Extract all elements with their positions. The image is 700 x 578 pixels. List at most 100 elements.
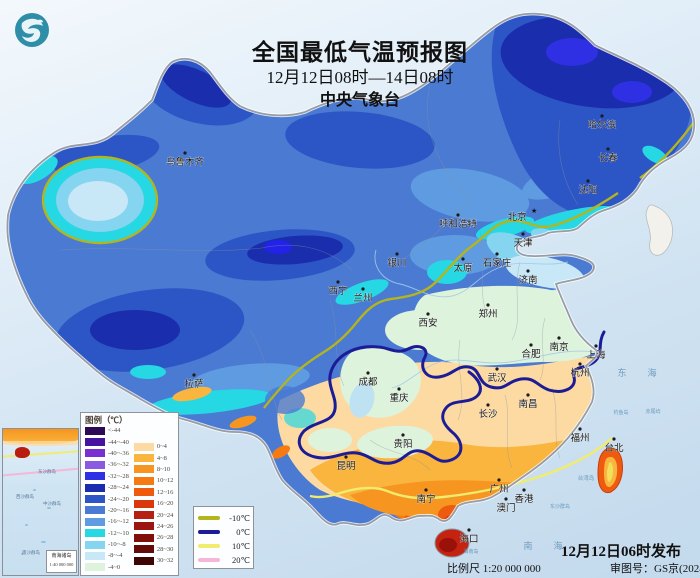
- city-dot: [504, 497, 508, 501]
- legend-title: 图例（℃）: [85, 415, 128, 425]
- city-label: 沈阳: [578, 184, 597, 196]
- city-marker: 石家庄: [483, 252, 512, 269]
- legend-swatch: [133, 511, 154, 520]
- inset-island-label: 中沙群岛: [43, 501, 61, 506]
- city-label: 长春: [598, 152, 618, 164]
- map-title: 全国最低气温预报图: [252, 40, 468, 65]
- city-label: 海口: [459, 533, 478, 545]
- city-label: 乌鲁木齐: [166, 156, 205, 168]
- legend-range-label: 12~16: [156, 488, 174, 496]
- legend-range-label: -28~-24: [108, 484, 129, 492]
- city-dot: [578, 427, 582, 431]
- legend-row: 0~4: [133, 441, 174, 452]
- city-dot: [424, 488, 428, 492]
- legend-range-label: 26~28: [156, 534, 174, 542]
- city-dot: [497, 478, 501, 482]
- legend-swatch: [85, 438, 105, 447]
- legend-range-label: -16~-12: [108, 518, 129, 526]
- legend-swatch: [133, 488, 154, 497]
- city-marker: 沈阳: [578, 179, 598, 196]
- city-dot: [344, 455, 348, 459]
- province-borders: [59, 84, 579, 471]
- legend-range-label: 4~8: [156, 454, 167, 462]
- legend-row: -40~-36: [85, 448, 129, 459]
- legend-row: -10~-8: [85, 539, 129, 550]
- sea-label: 赤尾屿: [645, 408, 660, 415]
- issuing-agency: 中央气象台: [319, 92, 400, 109]
- legend-swatch: [85, 551, 105, 560]
- map-scale: 比例尺 1:20 000 000: [447, 563, 541, 575]
- city-dot: [594, 344, 598, 348]
- city-label: 郑州: [478, 308, 497, 320]
- city-marker: 西安: [418, 312, 438, 329]
- legend-range-label: -10~-8: [108, 541, 126, 549]
- legend-range-label: 20~24: [156, 511, 174, 519]
- city-marker: 呼和浩特: [439, 213, 478, 230]
- inset-coast-band2: [3, 441, 78, 446]
- city-marker: 济南: [518, 269, 538, 286]
- legend-swatch: [85, 517, 105, 526]
- legend-range-label: -36~-32: [108, 461, 129, 469]
- city-label: 香港: [514, 493, 534, 505]
- city-dot: [395, 252, 399, 256]
- isotherm-zero: [297, 330, 606, 465]
- city-label: 南宁: [416, 493, 435, 505]
- isoline-legend-row: 0℃: [198, 525, 250, 539]
- legend-swatch: [133, 545, 154, 554]
- legend-swatch: [133, 442, 154, 451]
- legend-range-label: -32~-28: [108, 472, 129, 480]
- legend-range-label: -12~-10: [108, 529, 129, 537]
- inset-caption-scale: 1:40 000 000: [49, 562, 74, 567]
- city-label: 昆明: [336, 461, 355, 472]
- city-dot: [526, 269, 530, 273]
- city-marker: 哈尔滨: [588, 114, 617, 131]
- temperature-legend: 图例（℃） <-44 -44~-40 -40~-36 -36~-32 -32~-28 -2…: [80, 412, 179, 576]
- city-label: 太原: [453, 262, 472, 274]
- legend-range-label: -8~-4: [108, 552, 123, 560]
- isotherm-plus10: [309, 437, 613, 500]
- city-marker: 重庆: [389, 387, 409, 404]
- legend-row: -36~-32: [85, 459, 129, 470]
- legend-swatch: [85, 563, 105, 572]
- city-dot: [521, 232, 525, 236]
- inset-island-label: 东沙群岛: [38, 469, 56, 474]
- city-marker: 西宁: [328, 280, 348, 297]
- legend-swatch: [133, 556, 154, 565]
- city-dot: [456, 213, 460, 217]
- taiwan-island: [597, 447, 623, 494]
- city-marker: 合肥: [521, 343, 541, 360]
- inset-island-label: 南沙群岛: [22, 550, 40, 555]
- isoline-legend-row: 10℃: [198, 539, 250, 553]
- legend-swatch: [85, 483, 105, 492]
- legend-cold-column: <-44 -44~-40 -40~-36 -36~-32 -32~-28 -28~-24 -…: [85, 425, 129, 573]
- sea-label: 海南岛: [463, 548, 478, 555]
- city-dot: [183, 151, 187, 155]
- city-label: 呼和浩特: [439, 218, 478, 230]
- city-dot: [192, 373, 196, 377]
- city-dot: [401, 433, 405, 437]
- legend-swatch: [133, 533, 154, 542]
- city-dot: [426, 312, 430, 316]
- legend-swatch: [85, 529, 105, 538]
- city-label: 兰州: [353, 292, 372, 304]
- legend-row: 26~28: [133, 532, 174, 543]
- sea-label: 台湾岛: [578, 474, 595, 482]
- city-dot: [366, 371, 370, 375]
- city-marker: 广州: [489, 478, 509, 495]
- legend-row: 4~8: [133, 452, 174, 463]
- isoline-label: 20℃: [231, 554, 250, 565]
- city-dot: [612, 437, 616, 441]
- isotherm-minus10: [41, 121, 695, 409]
- sea-label: 东 海: [617, 367, 662, 378]
- legend-range-label: 28~30: [156, 545, 174, 553]
- legend-row: 30~32: [133, 555, 173, 566]
- city-label: 长沙: [478, 408, 498, 420]
- city-label: 广州: [489, 483, 508, 495]
- legend-swatch: [85, 472, 105, 481]
- city-label: 重庆: [389, 392, 409, 404]
- inset-caption-title: 南海诸岛: [51, 554, 72, 559]
- legend-row: -8~-4: [85, 550, 129, 561]
